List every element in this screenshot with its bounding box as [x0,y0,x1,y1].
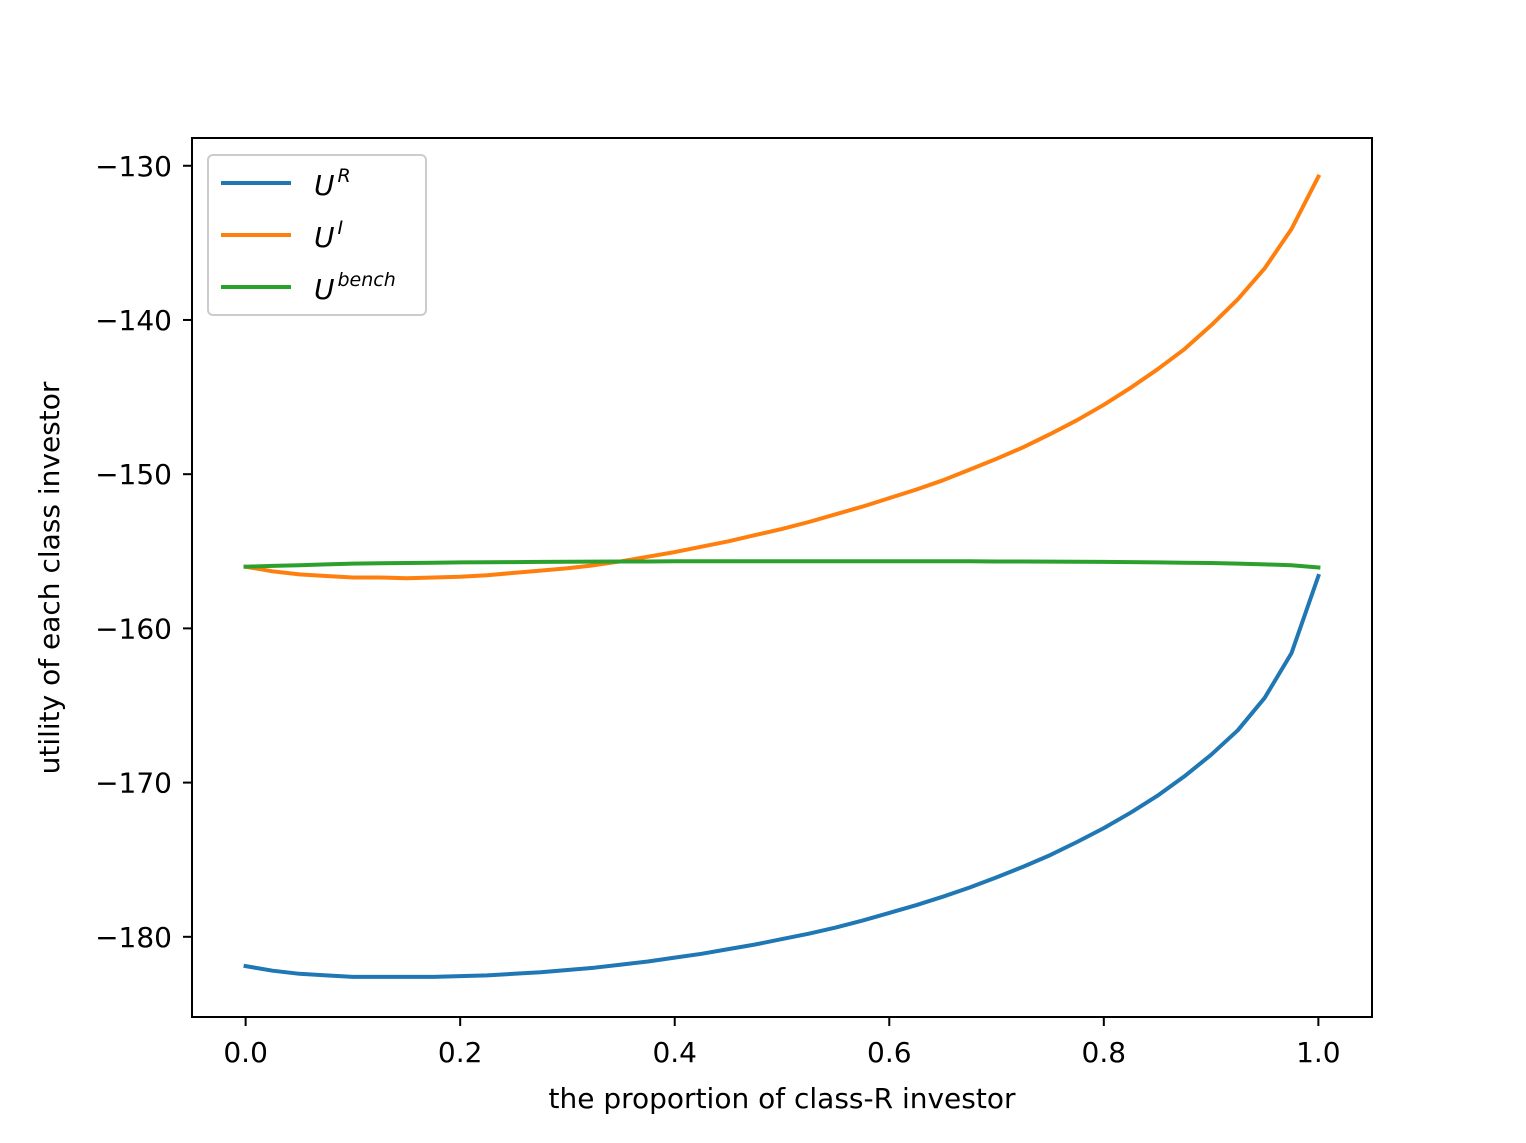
x-axis-ticks: 0.0 0.2 0.4 0.6 0.8 1.0 [223,1017,1341,1069]
y-axis-ticks: −180 −170 −160 −150 −140 −130 [95,150,192,954]
series-line-bench [243,559,1321,570]
legend: U R U I U bench [207,154,427,316]
series-layer [243,173,1322,979]
y-axis-label: utility of each class investor [33,381,66,774]
x-axis-label: the proportion of class-R investor [549,1082,1016,1115]
plot-frame [191,137,1373,1018]
series-line-r [243,573,1321,979]
y-tick-label: −180 [95,921,172,954]
x-tick-label: 0.0 [223,1036,268,1069]
x-tick-label: 0.8 [1082,1036,1127,1069]
y-tick-label: −160 [95,612,172,645]
y-tick-label: −170 [95,767,172,800]
x-tick-label: 0.6 [867,1036,912,1069]
x-tick-label: 0.4 [652,1036,697,1069]
x-tick-label: 1.0 [1296,1036,1341,1069]
y-tick-label: −130 [95,150,172,183]
x-tick-label: 0.2 [438,1036,483,1069]
y-tick-label: −150 [95,458,172,491]
legend-frame [207,154,427,316]
series-line-i [243,173,1322,581]
y-tick-label: −140 [95,304,172,337]
